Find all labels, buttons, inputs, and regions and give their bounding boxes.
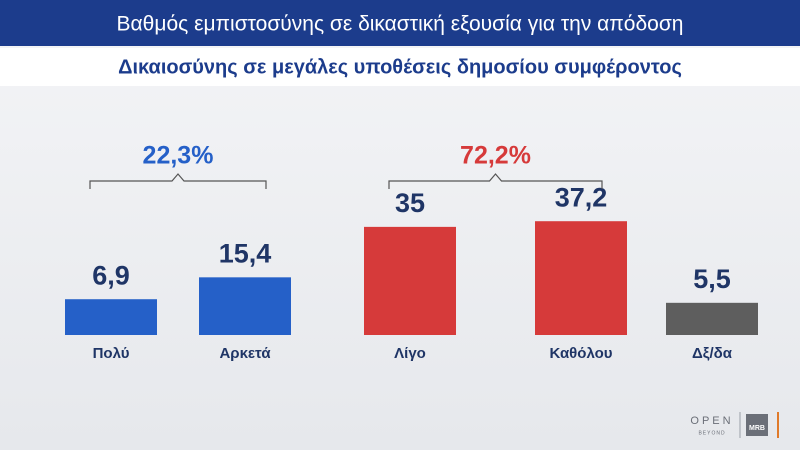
bar (666, 302, 758, 335)
group-total: 22,3% (143, 142, 214, 170)
chart-title: Βαθμός εμπιστοσύνης σε δικαστική εξουσία… (117, 13, 684, 36)
value-label: 5,5 (693, 264, 731, 294)
chart-subtitle: Δικαιοσύνης σε μεγάλες υποθέσεις δημοσίο… (118, 56, 682, 78)
group-bracket (388, 173, 603, 189)
header-band (0, 0, 800, 46)
value-label: 15,4 (219, 238, 272, 268)
group-bracket (89, 173, 267, 189)
pollster: MRB (749, 425, 765, 432)
logo: OPEN (690, 415, 733, 427)
category-label: Πολύ (93, 345, 130, 362)
value-label: 37,2 (555, 182, 608, 212)
value-label: 6,9 (92, 260, 130, 290)
category-label: Αρκετά (219, 345, 271, 362)
bar (199, 277, 291, 335)
bar (364, 226, 456, 335)
category-label: Καθόλου (549, 345, 612, 362)
bar (535, 221, 627, 335)
category-label: Δξ/δα (692, 345, 733, 362)
value-label: 35 (395, 188, 425, 218)
pollster-box (746, 414, 768, 436)
group-total: 72,2% (460, 142, 531, 170)
subtitle-band (0, 48, 800, 86)
bar (65, 299, 157, 335)
category-label: Λίγο (394, 345, 426, 362)
logo-tagline: BEYOND (698, 430, 725, 436)
